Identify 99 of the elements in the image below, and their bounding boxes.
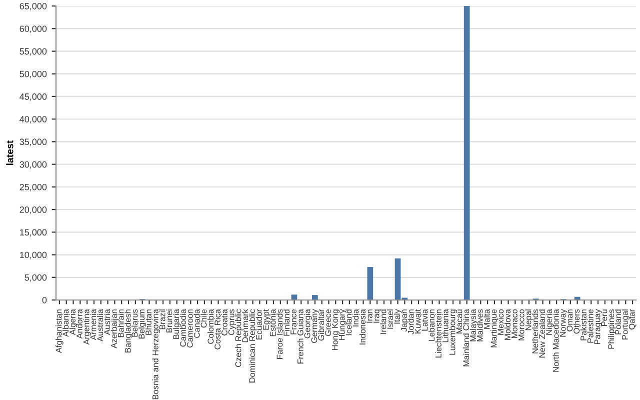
x-tick-label: Norway [560, 309, 568, 337]
x-tick-label: Faroe Islands [276, 309, 283, 359]
x-tick-label: Netherlands [532, 309, 538, 354]
x-tick-label: Peru [601, 310, 608, 326]
y-axis-title: latest [6, 140, 14, 166]
y-tick-label: 65,000 [20, 2, 47, 10]
x-tick-label: Cameroon [186, 310, 193, 348]
y-tick-label: 50,000 [20, 70, 47, 78]
y-tick-label: 35,000 [20, 138, 47, 146]
x-tick-label: Chile [200, 309, 207, 328]
x-tick-label: Paraguay [594, 309, 602, 344]
y-tick-label: 15,000 [20, 229, 47, 237]
x-tick-label: Finland [283, 310, 290, 336]
x-tick-label: Hong Kong [332, 310, 340, 350]
x-tick-label: Palestine [587, 309, 594, 343]
x-tick-label: Brunei [166, 310, 172, 332]
x-tick-label: New Zealand [538, 310, 546, 358]
x-tick-label: Martinique [490, 309, 498, 348]
x-tick-label: Armenia [90, 309, 96, 340]
x-tick-label: Croatia [221, 309, 228, 336]
x-tick-label: Albania [62, 309, 69, 337]
y-tick-label: 20,000 [20, 206, 47, 214]
x-tick-label: Ireland [380, 310, 386, 334]
x-tick-label: Monaco [512, 309, 518, 338]
x-tick-label: Kuwait [414, 309, 421, 334]
x-tick-label: India [352, 309, 359, 326]
x-tick-label: Estonia [270, 309, 276, 336]
x-tick-label: Malta [484, 309, 490, 329]
x-tick-label: Macau [456, 310, 462, 334]
x-tick-label: Italy [394, 309, 402, 324]
y-tick-label: 55,000 [20, 48, 47, 56]
x-tick-label: France [290, 309, 296, 334]
x-tick-label: Andorra [76, 309, 82, 339]
x-tick-label: Gibraltar [318, 309, 324, 341]
x-tick-label: Germany [311, 309, 319, 343]
x-tick-label: Maldives [476, 309, 483, 342]
x-tick-label: Dominican Republic [248, 309, 257, 382]
x-tick-label: Indonesia [359, 309, 366, 344]
x-tick-label: Cyprus [228, 309, 236, 335]
x-tick-label: Ecuador [256, 309, 262, 340]
x-tick-label: Lebanon [428, 310, 435, 341]
x-tick-label: Iceland [346, 310, 352, 336]
x-tick-label: Poland [614, 310, 621, 334]
x-tick-label: Bangladesh [124, 310, 132, 352]
x-tick-label: Liechtenstein [435, 310, 442, 358]
x-tick-label: Lithuania [442, 309, 448, 342]
x-tick-label: Oman [566, 310, 573, 332]
x-tick-label: Luxembourg [449, 310, 457, 355]
x-tick-label: Bulgaria [172, 309, 181, 339]
x-tick-label: Azerbaijan [110, 310, 119, 348]
x-tick-label: Mainland China [462, 309, 470, 366]
y-tick-label: 10,000 [20, 252, 47, 260]
y-tick-label: 0 [42, 296, 47, 304]
x-tick-label: Japan [401, 310, 409, 332]
y-tick-label: 25,000 [20, 184, 47, 192]
y-tick-label: 60,000 [20, 26, 47, 34]
x-tick-label: Israel [386, 310, 394, 329]
x-tick-label: Argentina [83, 309, 91, 345]
x-tick-label: Morocco [518, 309, 524, 340]
y-tick-label: 30,000 [20, 161, 47, 169]
x-tick-label: Moldova [504, 309, 510, 340]
x-tick-label: French Guiana [297, 309, 304, 364]
x-tick-label: Bhutan [145, 310, 152, 335]
y-tick-label: 45,000 [20, 93, 47, 101]
x-tick-label: Czech Republic [235, 309, 243, 367]
x-tick-label: Portugal [622, 310, 630, 340]
x-tick-label: Austria [104, 309, 110, 335]
x-tick-label: Mexico [497, 309, 504, 335]
x-tick-label: Afghanistan [56, 310, 64, 354]
x-tick-label: Colombia [207, 309, 214, 344]
y-tick-label: 5,000 [24, 274, 47, 282]
x-tick-label: Qatar [628, 309, 636, 330]
x-tick-label: Nigeria [546, 309, 554, 335]
x-tick-label: Latvia [422, 309, 428, 331]
x-tick-label: Belarus [132, 309, 138, 337]
x-tick-label: Bahrain [118, 310, 124, 338]
x-tick-label: Costa Rica [214, 309, 220, 350]
x-tick-label: Belgium [138, 310, 146, 338]
x-tick-label: Cambodia [180, 309, 186, 347]
x-tick-label: Algeria [69, 309, 78, 335]
x-tick-label: Brazil [159, 310, 166, 330]
x-tick-label: Nepal [525, 310, 533, 330]
x-tick-label: Bosnia and Herzegovina [152, 309, 160, 400]
x-tick-label: Malaysia [470, 309, 478, 342]
x-tick-label: Philippines [608, 309, 616, 349]
x-tick-label: Denmark [242, 309, 248, 342]
x-tick-label: Jordan [408, 310, 414, 334]
x-tick-label: Iraq [373, 310, 381, 323]
y-tick-label: 40,000 [20, 116, 47, 124]
x-tick-label: Georgia [304, 309, 312, 338]
x-tick-label: Australia [96, 309, 104, 342]
x-tick-label: Pakistan [580, 310, 586, 340]
x-tick-label: Greece [325, 309, 331, 336]
x-tick-label: Egypt [263, 309, 270, 330]
x-tick-label: Canada [194, 309, 200, 338]
x-tick-label: North Macedonia [552, 309, 559, 372]
x-tick-label: Hungary [338, 309, 346, 340]
x-tick-label: Iran [366, 310, 372, 323]
x-tick-label: Others [573, 309, 580, 334]
